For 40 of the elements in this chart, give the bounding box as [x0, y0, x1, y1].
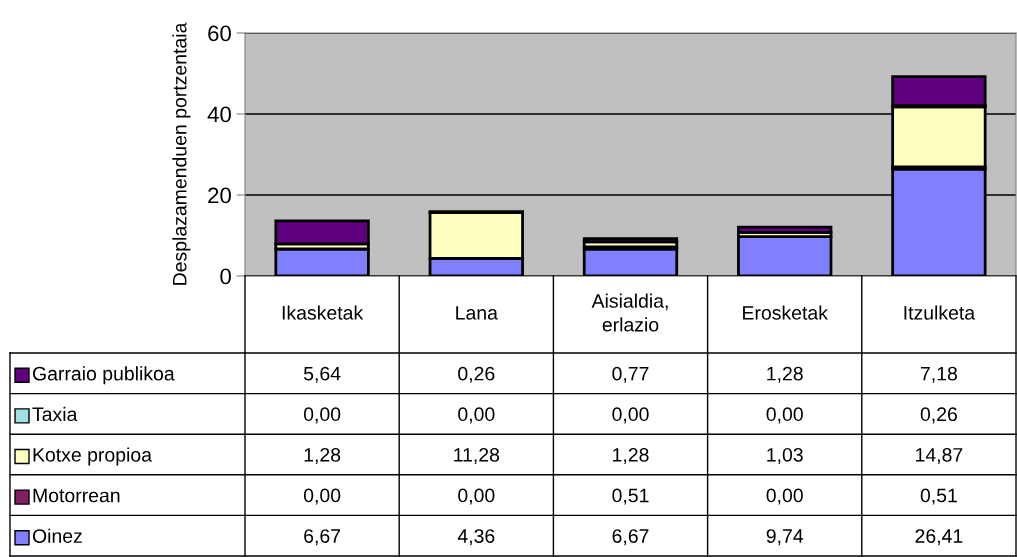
data-label: 7,18	[920, 366, 957, 383]
data-label: 0,51	[612, 488, 649, 505]
y-tick-label: 20	[208, 187, 231, 204]
data-label: 5,64	[303, 366, 341, 383]
data-label: 0,00	[458, 488, 495, 505]
data-label: 0,00	[458, 407, 495, 424]
data-label: 0,00	[766, 488, 803, 505]
data-label: 0,77	[612, 366, 649, 383]
data-label: 26,41	[915, 529, 963, 546]
data-label: 14,87	[916, 447, 963, 465]
data-label: 0,00	[303, 407, 341, 424]
legend-label: Garraio publikoa	[32, 366, 175, 385]
x-tick-label: Itzulketa	[904, 305, 976, 320]
data-label: 11,28	[454, 447, 500, 465]
data-label: 1,28	[304, 447, 341, 465]
x-tick-label: Lana	[456, 306, 498, 320]
data-label: 1,28	[767, 366, 803, 383]
legend-label: Oinez	[32, 528, 82, 543]
data-label: 0,00	[612, 407, 649, 424]
data-label: 0,51	[920, 488, 957, 505]
data-label: 1,03	[767, 447, 803, 465]
y-axis-title: Desplazamenduen portzentaia	[172, 22, 191, 285]
legend-label: Motorrean	[33, 488, 120, 503]
data-label: 6,67	[612, 529, 649, 546]
data-label: 0,00	[303, 488, 341, 505]
data-label: 0,26	[920, 407, 957, 424]
y-tick-label: 0	[220, 268, 231, 285]
data-label: 9,74	[766, 529, 804, 546]
data-label: 0,00	[766, 407, 803, 424]
x-tick-label: Ikasketak	[282, 305, 364, 320]
x-tick-label: Aisialdia, erlazio	[591, 293, 668, 332]
x-tick-label: Erosketak	[743, 305, 828, 320]
y-tick-label: 40	[207, 106, 231, 123]
data-label: 1,28	[613, 447, 649, 465]
legend-label: Taxia	[32, 406, 78, 422]
legend-label: Kotxe propioa	[33, 447, 152, 466]
data-label: 0,26	[458, 366, 495, 383]
data-label: 4,36	[457, 529, 495, 546]
y-tick-label: 60	[208, 25, 231, 42]
data-label: 6,67	[304, 529, 341, 546]
